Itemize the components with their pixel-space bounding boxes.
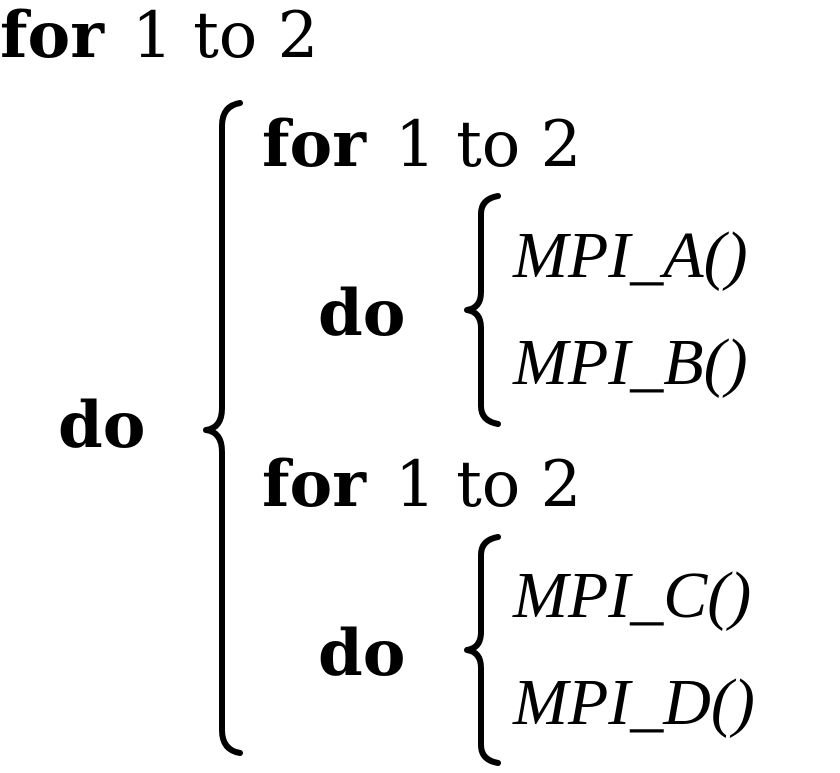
inner-do-keyword-2: do (318, 616, 406, 691)
inner-range-2: 1 to 2 (395, 448, 582, 522)
inner-for-keyword-1: for (262, 107, 366, 182)
inner-left-brace-1 (464, 193, 501, 427)
mpi-call-b: MPI_B() (513, 326, 748, 399)
mpi-call-d: MPI_D() (513, 666, 755, 739)
outer-range: 1 to 2 (132, 0, 319, 73)
outer-left-brace (203, 100, 243, 756)
mpi-call-c: MPI_C() (513, 559, 752, 632)
inner-left-brace-2 (464, 534, 501, 766)
inner-for-keyword-2: for (262, 447, 366, 522)
inner-do-keyword-1: do (318, 276, 406, 351)
outer-do-keyword: do (58, 388, 146, 463)
mpi-call-a: MPI_A() (513, 219, 748, 292)
outer-for-keyword: for (0, 0, 104, 73)
inner-range-1: 1 to 2 (395, 108, 582, 182)
